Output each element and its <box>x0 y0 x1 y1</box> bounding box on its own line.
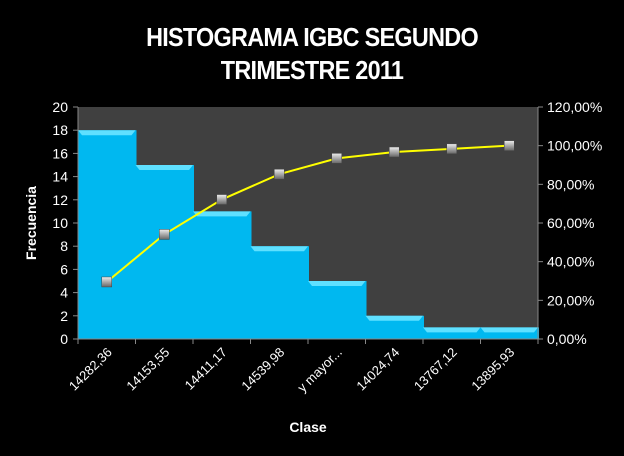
x-tick-label: 14153,55 <box>123 345 172 394</box>
y2-tick-label: 20,00% <box>547 292 594 308</box>
bar-top-bevel <box>250 246 308 252</box>
bar <box>423 327 482 339</box>
bar-top-bevel <box>78 130 136 136</box>
x-tick-label: 14024,74 <box>353 345 402 394</box>
x-tick-label: 14539,98 <box>238 345 287 394</box>
bar <box>250 246 309 339</box>
y2-tick-label: 100,00% <box>547 138 602 154</box>
cumulative-marker <box>101 276 112 288</box>
y2-tick-label: 120,00% <box>547 99 602 115</box>
bar-top-bevel <box>480 327 538 333</box>
cumulative-marker <box>159 229 170 240</box>
cumulative-marker <box>446 143 457 155</box>
chart-title-line-2: TRIMESTRE 2011 <box>220 55 404 85</box>
y-tick-label: 4 <box>60 285 68 301</box>
y-tick-label: 2 <box>60 308 68 324</box>
bar-top-bevel <box>308 281 366 286</box>
bar-top-bevel <box>423 327 481 333</box>
y2-tick-label: 40,00% <box>547 254 594 270</box>
y-tick-label: 10 <box>52 215 68 231</box>
bar-top-bevel <box>193 211 251 217</box>
bar <box>135 165 194 339</box>
x-axis-title: Clase <box>289 419 327 435</box>
cumulative-marker <box>389 146 400 158</box>
cumulative-marker <box>331 153 342 164</box>
bar-top-bevel <box>365 315 423 321</box>
y-tick-label: 6 <box>60 261 68 277</box>
cumulative-line <box>106 144 510 283</box>
y-tick-label: 16 <box>52 145 68 161</box>
y-tick-label: 18 <box>52 122 68 138</box>
cumulative-marker <box>504 140 515 151</box>
bar <box>480 327 539 339</box>
bar <box>308 281 367 339</box>
x-tick-label: 14411,17 <box>182 345 230 393</box>
y-tick-label: 20 <box>52 99 68 115</box>
bar <box>193 211 252 339</box>
y-tick-label: 12 <box>52 192 68 208</box>
y-tick-label: 0 <box>60 331 68 347</box>
y-tick-label: 14 <box>52 169 68 185</box>
x-tick-label: 13767,12 <box>411 345 460 394</box>
bar-top-bevel <box>135 165 193 170</box>
chart-title-line-1: HISTOGRAMA IGBC SEGUNDO <box>146 22 479 52</box>
x-tick-label: 13895,93 <box>468 345 517 394</box>
y-tick-label: 8 <box>60 238 68 254</box>
y2-tick-label: 0,00% <box>547 331 587 347</box>
y2-tick-label: 80,00% <box>547 176 594 192</box>
bar <box>78 130 137 339</box>
x-tick-label: y mayor... <box>294 345 344 395</box>
bar <box>365 315 424 339</box>
cumulative-marker <box>216 194 227 205</box>
x-tick-label: 14282,36 <box>66 345 115 394</box>
y-axis-title: Frecuencia <box>23 186 39 260</box>
y2-tick-label: 60,00% <box>547 215 594 231</box>
cumulative-marker <box>274 168 285 180</box>
